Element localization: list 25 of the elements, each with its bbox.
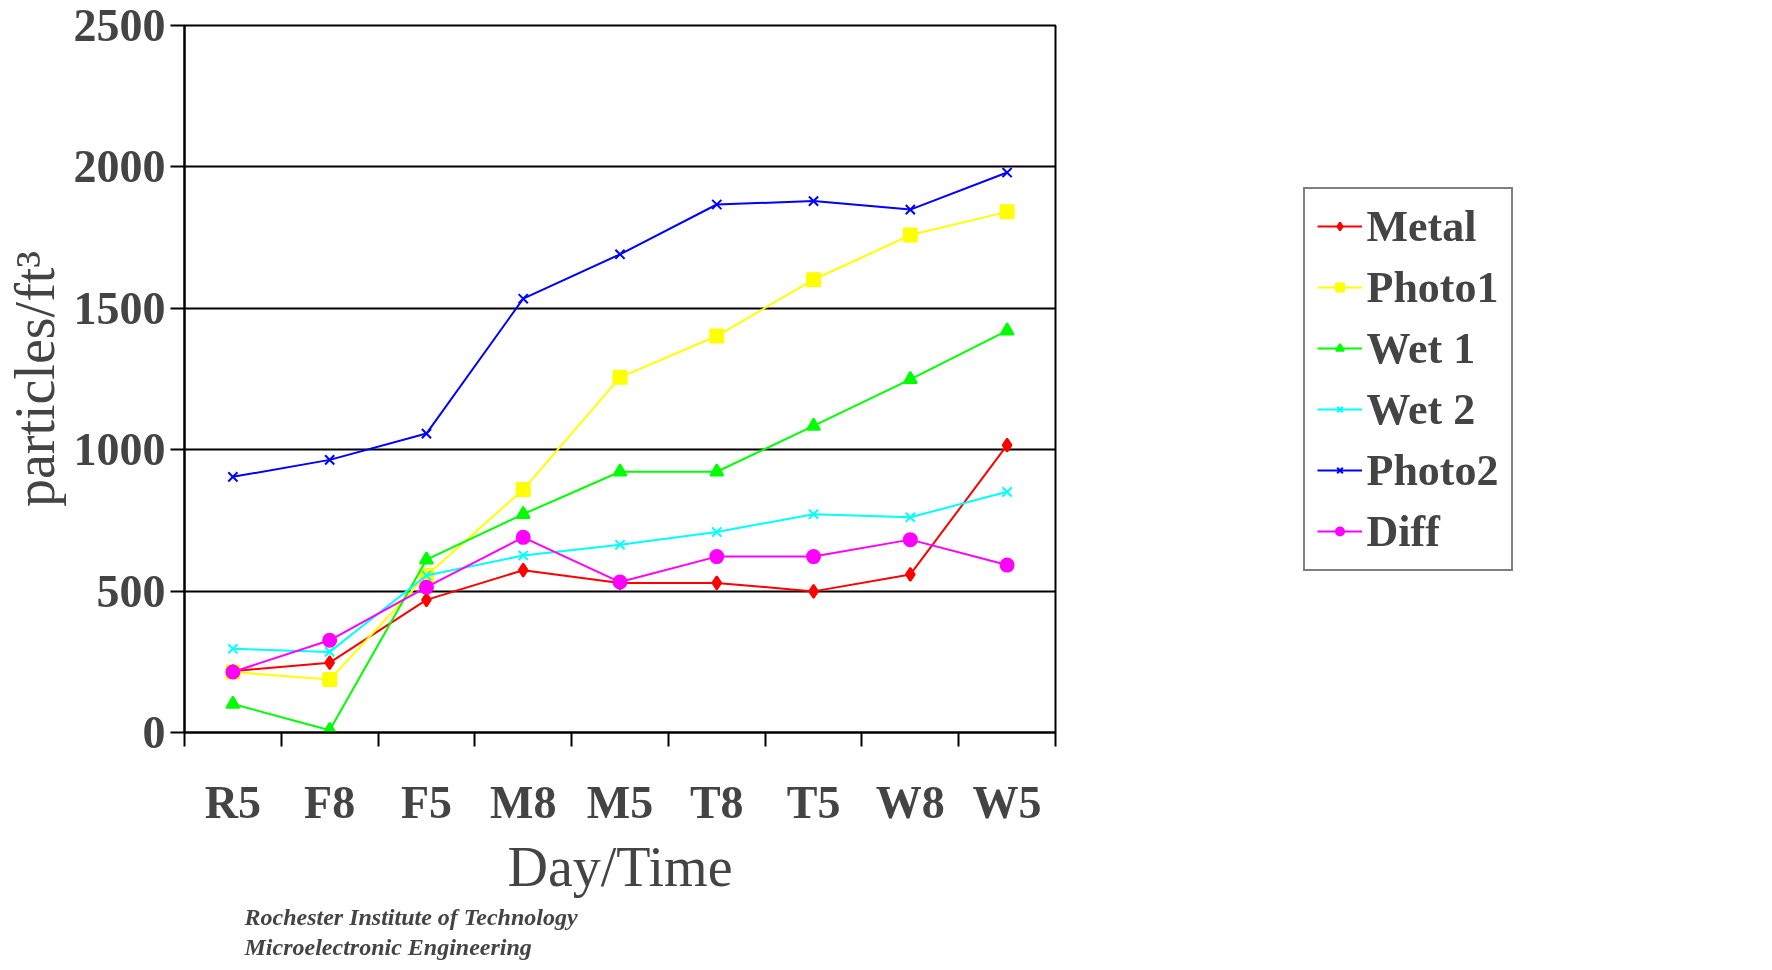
x-tick-label: F5	[400, 776, 452, 828]
legend-label: Photo1	[1366, 261, 1499, 313]
x-tick-label: T5	[786, 776, 841, 828]
x-tick-label: F8	[304, 776, 356, 828]
legend-label: Metal	[1366, 200, 1477, 252]
y-tick-label: 2000	[73, 141, 166, 193]
x-tick-label: T8	[689, 776, 744, 828]
y-tick-label: 1000	[73, 424, 166, 476]
x-axis-title: Day/Time	[507, 835, 733, 898]
x-tick-label: M8	[490, 776, 557, 828]
legend-label: Wet 1	[1366, 322, 1476, 374]
text: Rochester Institute of Technology	[243, 903, 578, 930]
x-tick-label: M5	[586, 776, 654, 828]
text: Microelectronic Engineering	[243, 933, 532, 960]
legend-label: Photo2	[1366, 444, 1499, 496]
y-tick-label: 0	[142, 707, 166, 758]
legend-label: Diff	[1366, 505, 1440, 557]
y-tick-label: 1500	[73, 282, 166, 334]
x-tick-label: W5	[972, 776, 1042, 828]
x-tick-label: R5	[204, 776, 262, 828]
y-tick-label: 2500	[73, 0, 166, 51]
y-axis-title: particles/ft³	[3, 250, 66, 508]
x-tick-label: W8	[875, 776, 945, 828]
y-tick-label: 500	[96, 565, 166, 617]
legend-label: Wet 2	[1366, 383, 1476, 435]
